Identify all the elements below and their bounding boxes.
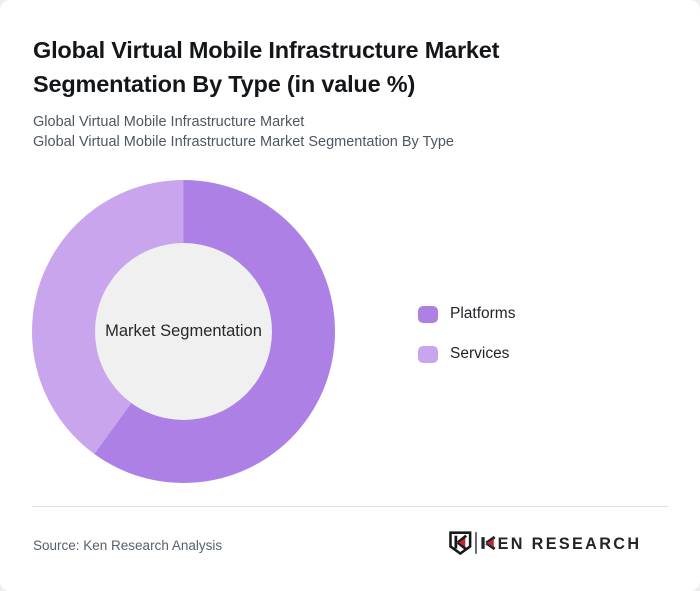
legend: Platforms Services [418,305,515,363]
legend-item-platforms[interactable]: Platforms [418,305,515,323]
chart-title: Global Virtual Mobile Infrastructure Mar… [33,37,500,97]
legend-item-services[interactable]: Services [418,345,515,363]
source-text: Source: Ken Research Analysis [33,538,223,553]
logo-k-glyph [481,535,496,551]
platforms-swatch-icon [418,305,438,323]
legend-label-platforms: Platforms [450,305,516,322]
logo-separator [475,532,477,554]
donut-center: Market Segmentation [95,243,272,420]
ken-research-logo-svg: EN RESEARCH [449,531,642,555]
logo-wordmark-text: EN RESEARCH [498,535,642,553]
donut-center-label: Market Segmentation [105,322,262,340]
chart-subtitle-line1: Global Virtual Mobile Infrastructure Mar… [33,114,305,130]
services-swatch-icon [418,345,438,363]
chart-subtitle: Global Virtual Mobile Infrastructure Mar… [33,113,653,152]
legend-label-services: Services [450,345,510,362]
donut-chart[interactable]: Market Segmentation [32,180,335,483]
ken-research-logo: EN RESEARCH [449,531,671,555]
chart-subtitle-line2: Global Virtual Mobile Infrastructure Mar… [33,133,454,150]
footer-divider [32,506,668,507]
shield-k-icon [449,531,472,555]
